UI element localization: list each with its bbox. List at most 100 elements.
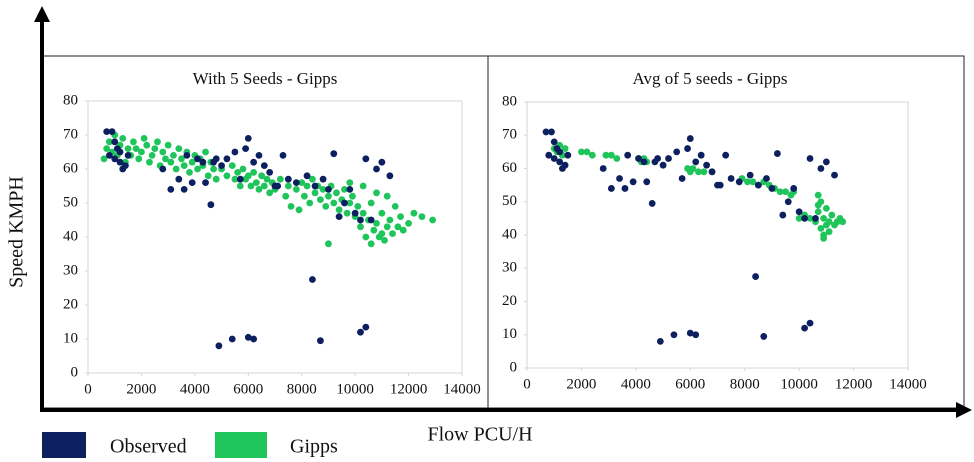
point bbox=[218, 162, 225, 170]
point bbox=[359, 182, 367, 190]
plot-area bbox=[87, 100, 463, 374]
point bbox=[250, 335, 258, 343]
point bbox=[760, 333, 768, 340]
point bbox=[795, 214, 803, 222]
y-arrowhead bbox=[34, 6, 50, 22]
point bbox=[100, 155, 108, 163]
point bbox=[250, 169, 258, 176]
point bbox=[284, 175, 292, 183]
point bbox=[752, 273, 759, 280]
x-tick-label: 8000 bbox=[287, 381, 317, 397]
y-tick-label: 40 bbox=[63, 228, 78, 244]
point bbox=[234, 169, 242, 176]
point bbox=[763, 175, 770, 182]
point bbox=[311, 182, 319, 190]
y-tick-label: 80 bbox=[502, 93, 517, 109]
point bbox=[640, 158, 648, 166]
point bbox=[817, 224, 825, 232]
point bbox=[228, 335, 236, 343]
point bbox=[362, 323, 370, 331]
point bbox=[303, 182, 311, 190]
point bbox=[108, 128, 116, 136]
point bbox=[349, 192, 356, 200]
point bbox=[749, 178, 757, 186]
point bbox=[162, 155, 169, 163]
y-tick-label: 30 bbox=[63, 262, 78, 278]
point bbox=[215, 342, 223, 350]
plot-area bbox=[526, 101, 909, 369]
point bbox=[697, 151, 705, 159]
point bbox=[194, 165, 201, 173]
x-tick-label: 4000 bbox=[621, 376, 651, 392]
point bbox=[298, 179, 306, 187]
point bbox=[244, 172, 252, 180]
point bbox=[561, 161, 569, 169]
y-tick-label: 60 bbox=[63, 160, 78, 176]
point bbox=[143, 141, 151, 149]
x-tick-label: 6000 bbox=[675, 376, 705, 392]
point bbox=[389, 230, 396, 238]
point bbox=[231, 148, 239, 156]
point bbox=[202, 179, 209, 187]
point bbox=[686, 135, 694, 142]
point bbox=[561, 145, 569, 152]
point bbox=[341, 199, 348, 207]
point bbox=[319, 186, 327, 193]
x-arrowhead bbox=[956, 402, 972, 418]
point bbox=[346, 179, 354, 187]
point bbox=[295, 206, 303, 214]
point bbox=[367, 240, 375, 248]
point bbox=[276, 175, 284, 183]
y-tick-label: 50 bbox=[502, 193, 517, 209]
point bbox=[692, 331, 700, 339]
x-tick-label: 0 bbox=[523, 376, 531, 392]
point bbox=[186, 169, 193, 176]
point bbox=[146, 158, 153, 166]
y-axis-label: Speed KMPH bbox=[6, 176, 28, 288]
point bbox=[266, 189, 274, 197]
point bbox=[820, 234, 828, 242]
point bbox=[223, 155, 231, 163]
point bbox=[148, 152, 156, 159]
point bbox=[548, 128, 555, 136]
point bbox=[309, 175, 316, 183]
point bbox=[260, 162, 268, 170]
point bbox=[399, 226, 407, 234]
y-tick-label: 10 bbox=[502, 326, 517, 342]
point bbox=[207, 201, 215, 209]
point bbox=[616, 175, 623, 182]
point bbox=[279, 152, 287, 159]
point bbox=[325, 192, 332, 200]
point bbox=[255, 186, 263, 193]
point bbox=[806, 155, 814, 162]
point bbox=[806, 319, 814, 327]
point bbox=[335, 213, 343, 221]
point bbox=[284, 182, 292, 190]
y-tick-label: 80 bbox=[63, 92, 78, 108]
y-tick-label: 60 bbox=[502, 160, 517, 176]
point bbox=[578, 148, 585, 156]
point bbox=[716, 181, 724, 189]
y-tick-label: 20 bbox=[502, 293, 517, 309]
legend-label: Gipps bbox=[290, 436, 338, 458]
point bbox=[806, 214, 814, 222]
point bbox=[236, 182, 244, 190]
point bbox=[648, 200, 656, 207]
point bbox=[727, 175, 735, 182]
point bbox=[346, 199, 354, 207]
point bbox=[212, 175, 220, 183]
point bbox=[678, 175, 686, 182]
point bbox=[333, 189, 340, 197]
point bbox=[814, 191, 822, 199]
point bbox=[138, 148, 145, 156]
point bbox=[822, 158, 830, 166]
point bbox=[686, 329, 694, 337]
point bbox=[825, 228, 833, 236]
point bbox=[351, 209, 359, 217]
point bbox=[303, 172, 311, 180]
point bbox=[260, 182, 268, 190]
point bbox=[212, 155, 220, 163]
point bbox=[373, 189, 380, 197]
point bbox=[140, 135, 148, 142]
